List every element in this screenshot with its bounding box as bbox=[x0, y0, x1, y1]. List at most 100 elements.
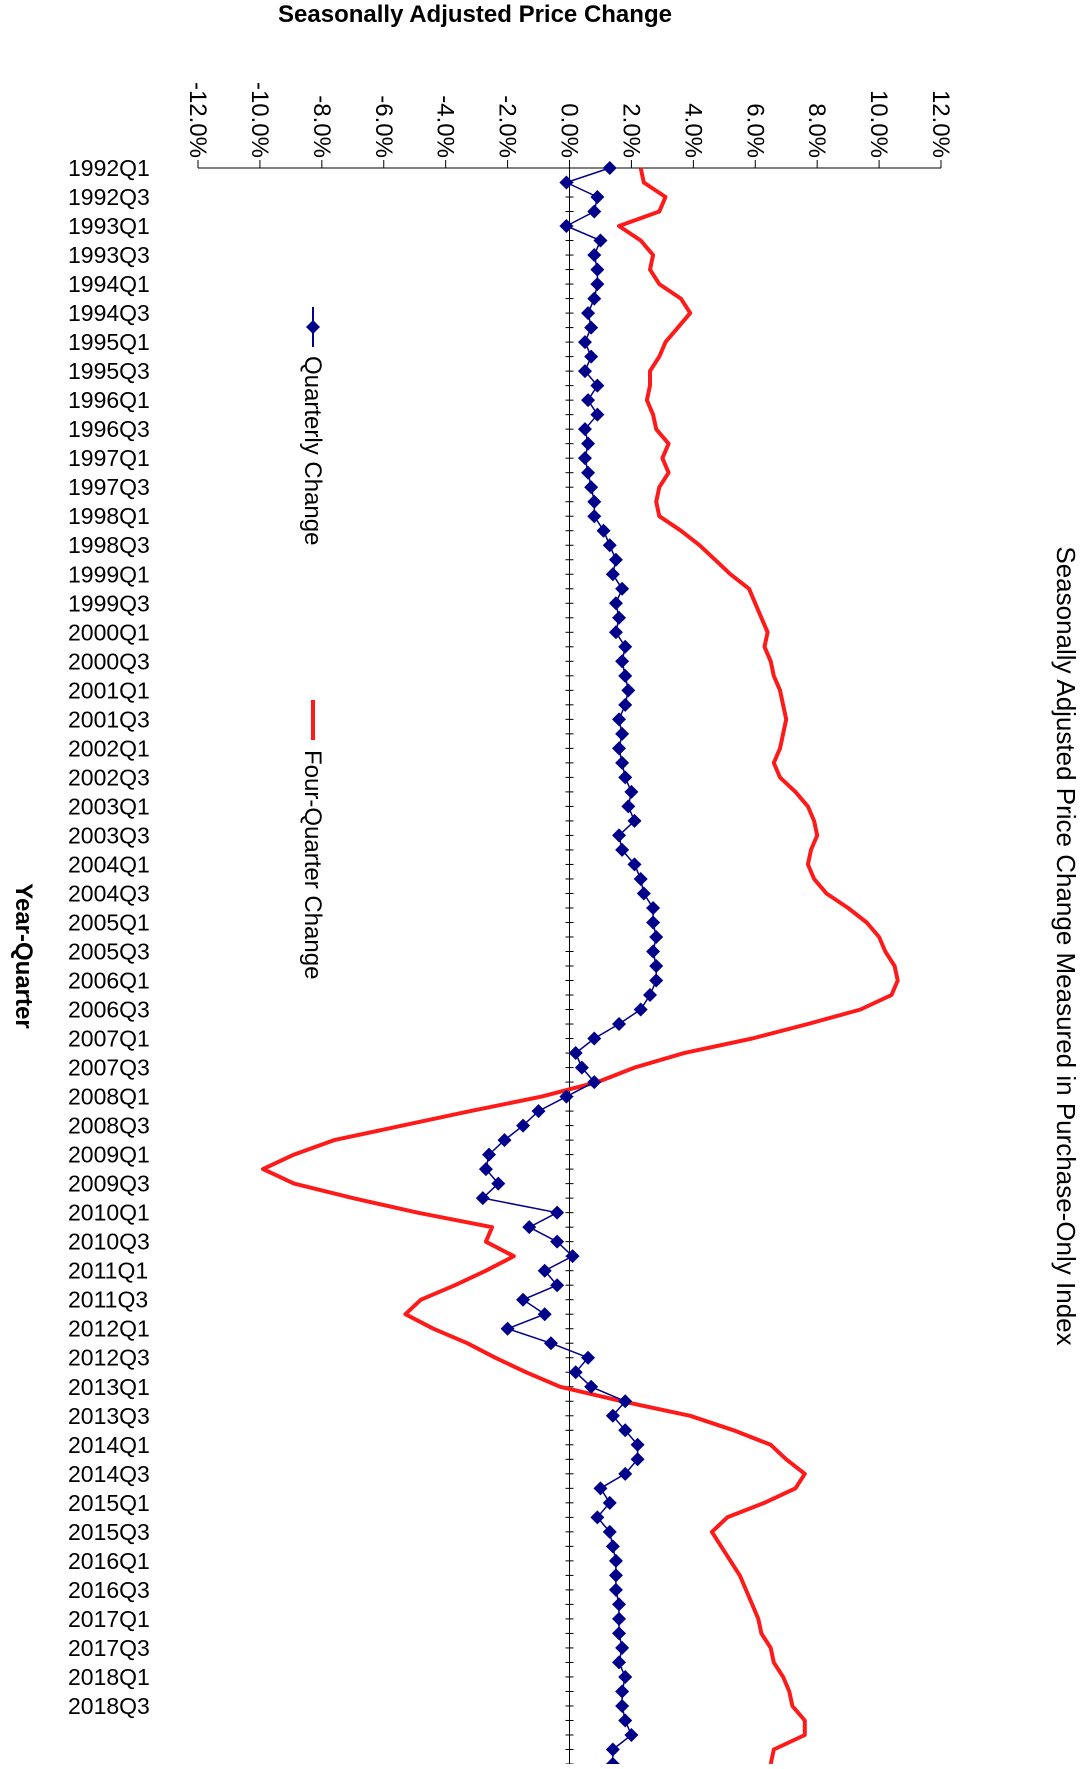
quarterly-change-point bbox=[590, 262, 605, 277]
quarterly-change-point bbox=[596, 523, 611, 538]
x-tick-label: 2009Q1 bbox=[68, 1142, 150, 1168]
quarterly-change-point bbox=[559, 219, 574, 234]
x-tick-label: 1996Q1 bbox=[68, 387, 150, 413]
x-tick-label: 2017Q1 bbox=[68, 1606, 150, 1632]
quarterly-change-point bbox=[615, 654, 630, 669]
quarterly-change-point bbox=[590, 407, 605, 422]
y-tick-label: 4.0% bbox=[679, 103, 706, 158]
quarterly-change-point bbox=[537, 1263, 552, 1278]
y-tick-label: -4.0% bbox=[432, 95, 459, 158]
y-tick-label: 6.0% bbox=[741, 103, 768, 158]
quarterly-change-point bbox=[624, 1727, 639, 1742]
quarterly-change-point bbox=[612, 1611, 627, 1626]
x-tick-label: 2014Q1 bbox=[68, 1432, 150, 1458]
quarterly-change-point bbox=[577, 451, 592, 466]
x-tick-label: 1998Q1 bbox=[68, 503, 150, 529]
quarterly-change-point bbox=[646, 915, 661, 930]
quarterly-change-point bbox=[602, 161, 617, 175]
quarterly-change-point bbox=[590, 190, 605, 205]
quarterly-change-point bbox=[605, 1757, 620, 1769]
series-group bbox=[261, 161, 900, 1769]
x-tick-label: 2016Q3 bbox=[68, 1577, 150, 1603]
quarterly-change-point bbox=[497, 1133, 512, 1148]
x-tick-label: 2013Q3 bbox=[68, 1403, 150, 1429]
quarterly-change-point bbox=[587, 204, 602, 219]
quarterly-change-point bbox=[605, 1408, 620, 1423]
x-tick-label: 1992Q3 bbox=[68, 184, 150, 210]
quarterly-change-point bbox=[612, 610, 627, 625]
quarterly-change-point bbox=[593, 1481, 608, 1496]
x-tick-label: 1993Q3 bbox=[68, 242, 150, 268]
quarterly-change-point bbox=[584, 1379, 599, 1394]
quarterly-change-point bbox=[565, 1249, 580, 1264]
quarterly-change-point bbox=[550, 1278, 565, 1293]
rotated-plot-group: Seasonally Adjusted Price Change Measure… bbox=[10, 1, 1080, 1769]
quarterly-change-point bbox=[522, 1220, 537, 1235]
x-tick-label: 2008Q1 bbox=[68, 1084, 150, 1110]
quarterly-change-point bbox=[636, 886, 651, 901]
x-tick-label: 1993Q1 bbox=[68, 213, 150, 239]
quarterly-change-point bbox=[491, 1176, 506, 1191]
quarterly-change-point bbox=[608, 1582, 623, 1597]
x-axis: 1992Q1 1992Q3 1993Q1 1993Q3 1994Q1 1994Q3 1995… bbox=[68, 155, 574, 1765]
x-tick-label: 1999Q3 bbox=[68, 590, 150, 616]
quarterly-change-point bbox=[646, 944, 661, 959]
quarterly-change-point bbox=[550, 1234, 565, 1249]
chart-title: Seasonally Adjusted Price Change Measure… bbox=[1051, 546, 1080, 1345]
quarterly-change-point bbox=[621, 683, 636, 698]
quarterly-change-point bbox=[590, 1510, 605, 1525]
y-tick-label: -6.0% bbox=[370, 95, 397, 158]
x-tick-label: 1999Q1 bbox=[68, 561, 150, 587]
x-tick-label: 2006Q1 bbox=[68, 968, 150, 994]
y-tick-label: -12.0% bbox=[184, 82, 211, 158]
quarterly-change-point bbox=[630, 1452, 645, 1467]
quarterly-change-point bbox=[581, 436, 596, 451]
quarterly-change-point bbox=[584, 349, 599, 364]
quarterly-change-point bbox=[543, 1336, 558, 1351]
quarterly-change-point bbox=[559, 1089, 574, 1104]
quarterly-change-point bbox=[615, 755, 630, 770]
x-tick-label: 2004Q3 bbox=[68, 880, 150, 906]
quarterly-change-point bbox=[531, 1104, 546, 1119]
legend-quarterly-label: Quarterly Change bbox=[299, 356, 326, 545]
quarterly-change-point bbox=[615, 1640, 630, 1655]
quarterly-change-point bbox=[568, 1046, 583, 1061]
quarterly-change-point bbox=[605, 1742, 620, 1757]
y-tick-label: 2.0% bbox=[617, 103, 644, 158]
quarterly-change-point bbox=[615, 726, 630, 741]
x-tick-label: 2016Q1 bbox=[68, 1548, 150, 1574]
quarterly-change-point bbox=[649, 973, 664, 988]
quarterly-change-point bbox=[587, 509, 602, 524]
quarterly-change-point bbox=[587, 291, 602, 306]
quarterly-change-point bbox=[500, 1321, 515, 1336]
quarterly-change-point bbox=[593, 233, 608, 248]
x-tick-label: 1998Q3 bbox=[68, 532, 150, 558]
quarterly-change-point bbox=[608, 625, 623, 640]
x-tick-label: 2002Q3 bbox=[68, 764, 150, 790]
quarterly-change-point bbox=[630, 1437, 645, 1452]
y-tick-label: -2.0% bbox=[494, 95, 521, 158]
x-tick-label: 2018Q1 bbox=[68, 1664, 150, 1690]
quarterly-change-point bbox=[587, 494, 602, 509]
x-tick-label: 1996Q3 bbox=[68, 416, 150, 442]
quarterly-change-point bbox=[646, 900, 661, 915]
quarterly-change-point bbox=[478, 1162, 493, 1177]
y-axis-label: Seasonally Adjusted Price Change bbox=[278, 1, 672, 28]
quarterly-change-point bbox=[649, 929, 664, 944]
quarterly-change-point bbox=[615, 581, 630, 596]
x-tick-label: 2010Q3 bbox=[68, 1229, 150, 1255]
quarterly-change-point bbox=[475, 1191, 490, 1206]
quarterly-change-point bbox=[608, 552, 623, 567]
y-tick-label: 10.0% bbox=[865, 90, 892, 158]
quarterly-change-point bbox=[618, 668, 633, 683]
quarterly-change-point bbox=[581, 306, 596, 321]
quarterly-change-point bbox=[584, 320, 599, 335]
x-tick-label: 2013Q1 bbox=[68, 1374, 150, 1400]
x-tick-label: 2000Q3 bbox=[68, 648, 150, 674]
y-tick-label: -10.0% bbox=[246, 82, 273, 158]
quarterly-change-point bbox=[618, 1713, 633, 1728]
y-tick-label: 0.0% bbox=[556, 103, 583, 158]
x-tick-label: 1995Q3 bbox=[68, 358, 150, 384]
x-tick-label: 1992Q1 bbox=[68, 155, 150, 181]
x-tick-label: 2012Q3 bbox=[68, 1345, 150, 1371]
